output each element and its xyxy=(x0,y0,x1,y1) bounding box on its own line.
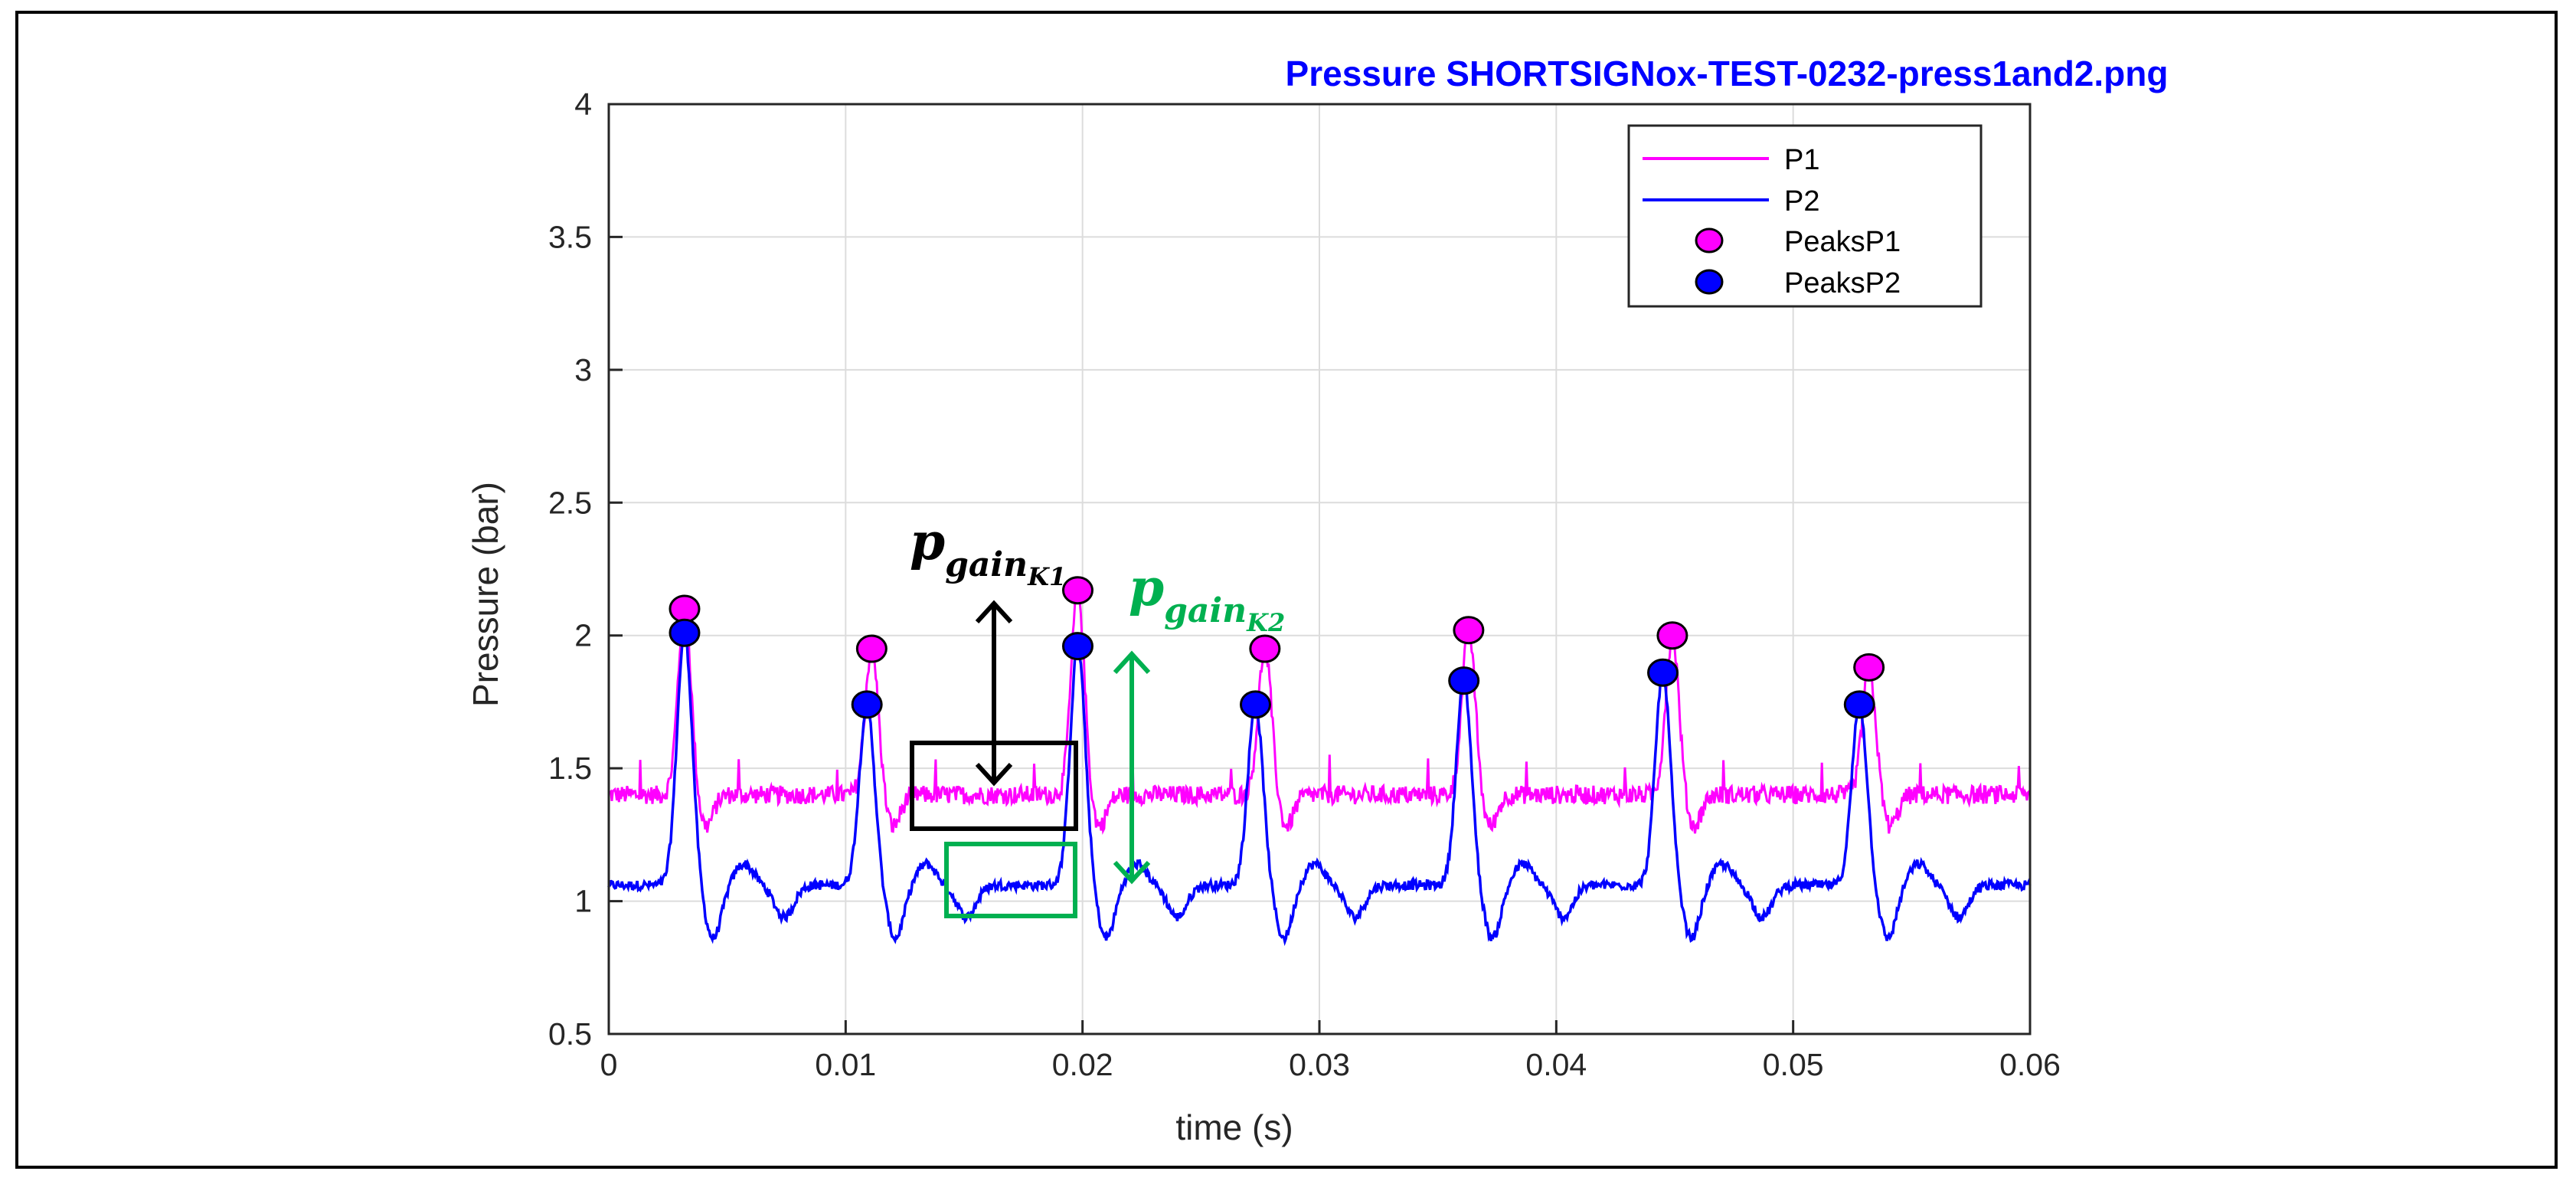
legend-marker-peaks-p1 xyxy=(1695,227,1724,254)
peak-marker-p2 xyxy=(1448,666,1480,695)
x-axis-label: time (s) xyxy=(1175,1107,1293,1147)
x-tick-label: 0.06 xyxy=(1999,1047,2061,1082)
y-tick-label: 4 xyxy=(574,87,592,122)
peak-marker-p2 xyxy=(669,618,701,647)
series-group xyxy=(607,584,2032,947)
figure-frame xyxy=(15,11,2558,1169)
annotation-label-k2: pgainK2 xyxy=(1129,558,1285,637)
y-tick-label: 2.5 xyxy=(548,485,592,520)
peak-marker-p2 xyxy=(1239,690,1271,719)
legend-label-peaks-p1: PeaksP1 xyxy=(1784,226,1901,258)
peak-marker-p1 xyxy=(855,634,888,663)
legend-label-peaks-p2: PeaksP2 xyxy=(1784,267,1901,299)
legend-label-p2: P2 xyxy=(1784,185,1819,218)
y-axis-label: Pressure (bar) xyxy=(466,482,505,707)
x-tick-label: 0.03 xyxy=(1289,1047,1350,1082)
annotation-gain-k1: pgainK1 xyxy=(910,512,1078,831)
peak-marker-p1 xyxy=(1249,634,1281,663)
peak-marker-p2 xyxy=(1843,690,1875,719)
x-tick-label: 0.01 xyxy=(815,1047,876,1082)
peak-marker-p2 xyxy=(1647,658,1679,687)
peak-marker-p1 xyxy=(1061,576,1093,605)
y-tick-label: 3 xyxy=(574,352,592,388)
annotation-arrowhead-top-k1 xyxy=(975,600,1013,624)
y-tick-label: 3.5 xyxy=(548,219,592,254)
legend: P1 P2 PeaksP1 PeaksP2 xyxy=(1627,124,1983,308)
plot-area-border xyxy=(607,103,2032,1035)
x-tick-label: 0 xyxy=(600,1047,618,1082)
annotation-arrowhead-top-k2 xyxy=(1113,650,1151,675)
series-line-p2 xyxy=(607,630,2032,947)
series-line-p1 xyxy=(608,584,2032,836)
x-tick-label: 0.05 xyxy=(1763,1047,1824,1082)
annotation-box-k2 xyxy=(944,842,1077,918)
peaks-group xyxy=(669,576,1885,719)
tick-labels: 0 0.01 0.02 0.03 0.04 0.05 0.06 0.5 1 1.5 2 2.5 3 3.5… xyxy=(548,87,2061,1082)
chart-title: Pressure SHORTSIGNox-TEST-0232-press1and… xyxy=(1286,54,2169,93)
annotation-gain-k2: pgainK2 xyxy=(944,558,1285,918)
peak-marker-p1 xyxy=(669,594,701,623)
legend-label-p1: P1 xyxy=(1784,144,1819,176)
peak-marker-p1 xyxy=(1453,616,1485,645)
y-tick-label: 1 xyxy=(574,884,592,919)
x-tick-label: 0.02 xyxy=(1052,1047,1113,1082)
peak-marker-p2 xyxy=(1061,632,1093,661)
x-tick-label: 0.04 xyxy=(1525,1047,1587,1082)
y-tick-label: 1.5 xyxy=(548,751,592,786)
legend-box xyxy=(1627,124,1983,308)
annotation-label-k1: pgainK1 xyxy=(910,512,1066,591)
annotation-arrowhead-bottom-k1 xyxy=(975,762,1013,787)
peak-marker-p1 xyxy=(1853,653,1885,682)
y-tick-label: 2 xyxy=(574,618,592,653)
y-tick-label: 0.5 xyxy=(548,1016,592,1052)
peak-marker-p2 xyxy=(851,690,883,719)
annotation-arrowhead-bottom-k2 xyxy=(1113,860,1151,885)
legend-marker-peaks-p2 xyxy=(1695,269,1724,295)
peak-marker-p1 xyxy=(1656,621,1688,650)
